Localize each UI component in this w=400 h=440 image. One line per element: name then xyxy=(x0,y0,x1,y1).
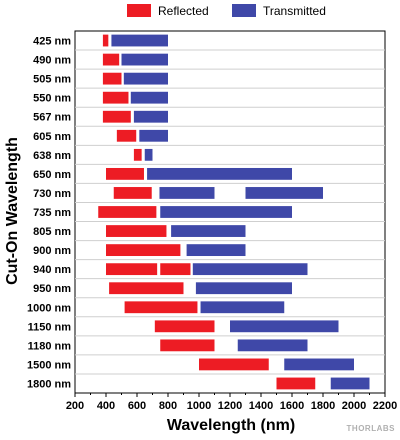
reflected-bar xyxy=(154,320,215,333)
category-label: 505 nm xyxy=(33,74,71,86)
category-label: 805 nm xyxy=(33,226,71,238)
transmitted-bar xyxy=(130,91,168,104)
legend-label-reflected: Reflected xyxy=(158,4,209,18)
x-tick-label: 1400 xyxy=(249,400,273,412)
thorlabs-logo: THORLABS xyxy=(347,424,396,433)
transmitted-bar xyxy=(171,225,246,237)
category-label: 730 nm xyxy=(33,188,71,200)
x-tick-label: 2200 xyxy=(373,400,397,412)
transmitted-bar xyxy=(123,72,168,85)
legend-swatch-transmitted xyxy=(232,4,256,17)
reflected-bar xyxy=(116,129,137,142)
reflected-bar xyxy=(98,206,157,218)
transmitted-bar xyxy=(121,53,168,66)
category-label: 638 nm xyxy=(33,150,71,162)
reflected-bar xyxy=(199,358,269,371)
x-tick-label: 800 xyxy=(159,400,177,412)
reflected-bar xyxy=(133,148,142,161)
category-label: 735 nm xyxy=(33,207,71,219)
transmitted-bar xyxy=(237,339,308,352)
reflected-bar xyxy=(109,282,184,295)
legend: Reflected Transmitted xyxy=(127,4,326,18)
category-label: 490 nm xyxy=(33,55,71,67)
transmitted-bar xyxy=(230,320,339,333)
x-tick-label: 200 xyxy=(66,400,84,412)
reflected-bar xyxy=(106,167,144,180)
transmitted-bar xyxy=(133,110,168,123)
transmitted-bar xyxy=(147,167,292,180)
transmitted-bar xyxy=(245,187,323,199)
reflected-bar xyxy=(160,263,191,276)
y-axis-title: Cut-On Wavelength xyxy=(4,137,21,285)
category-label: 1500 nm xyxy=(27,359,71,371)
reflected-bar xyxy=(124,301,198,314)
transmitted-bar xyxy=(192,263,308,276)
reflected-bar xyxy=(102,34,109,47)
transmitted-bar xyxy=(111,34,168,47)
category-label: 1150 nm xyxy=(28,321,72,333)
transmitted-bar xyxy=(160,206,292,218)
category-label: 940 nm xyxy=(33,264,71,276)
category-label: 550 nm xyxy=(33,93,71,105)
reflected-bar xyxy=(160,339,215,352)
category-label: 900 nm xyxy=(33,245,71,257)
category-labels: 425 nm 490 nm 505 nm 550 nm 567 nm 605 nm 638 … xyxy=(27,36,71,391)
category-label: 605 nm xyxy=(33,131,71,143)
transmitted-bar xyxy=(330,377,370,390)
reflected-bar xyxy=(102,72,122,85)
reflected-bar xyxy=(102,91,129,104)
transmitted-bar xyxy=(159,187,215,199)
bar-layer xyxy=(98,34,370,390)
legend-swatch-reflected xyxy=(127,4,151,17)
x-tick-label: 400 xyxy=(97,400,115,412)
x-tick-label: 1600 xyxy=(280,400,304,412)
transmitted-bar xyxy=(186,244,246,257)
x-tick-label: 1800 xyxy=(311,400,335,412)
reflected-bar xyxy=(276,377,316,390)
reflected-bar xyxy=(102,53,120,66)
x-axis-title: Wavelength (nm) xyxy=(167,417,295,434)
x-tick-label: 600 xyxy=(128,400,146,412)
transmitted-bar xyxy=(200,301,285,314)
category-label: 1000 nm xyxy=(27,302,71,314)
reflected-bar xyxy=(106,225,167,237)
x-tick-label: 1000 xyxy=(187,400,211,412)
reflected-bar xyxy=(102,110,131,123)
x-axis: 200 400 600 800 1000 1200 1400 1600 1800 2000 2200 xyxy=(66,393,397,412)
plot-area xyxy=(74,30,386,394)
transmitted-bar xyxy=(284,358,354,371)
category-label: 1180 nm xyxy=(28,340,72,352)
category-label: 650 nm xyxy=(33,169,71,181)
transmitted-bar xyxy=(195,282,292,295)
transmitted-bar xyxy=(144,148,153,161)
reflected-bar xyxy=(113,187,152,199)
category-label: 950 nm xyxy=(33,283,71,295)
legend-label-transmitted: Transmitted xyxy=(263,4,326,18)
category-label: 1800 nm xyxy=(27,378,71,390)
category-label: 567 nm xyxy=(33,112,71,124)
transmitted-bar xyxy=(139,129,168,142)
category-label: 425 nm xyxy=(33,36,71,48)
x-tick-label: 1200 xyxy=(218,400,242,412)
reflected-bar xyxy=(106,244,181,257)
x-tick-label: 2000 xyxy=(342,400,366,412)
reflected-bar xyxy=(106,263,158,276)
